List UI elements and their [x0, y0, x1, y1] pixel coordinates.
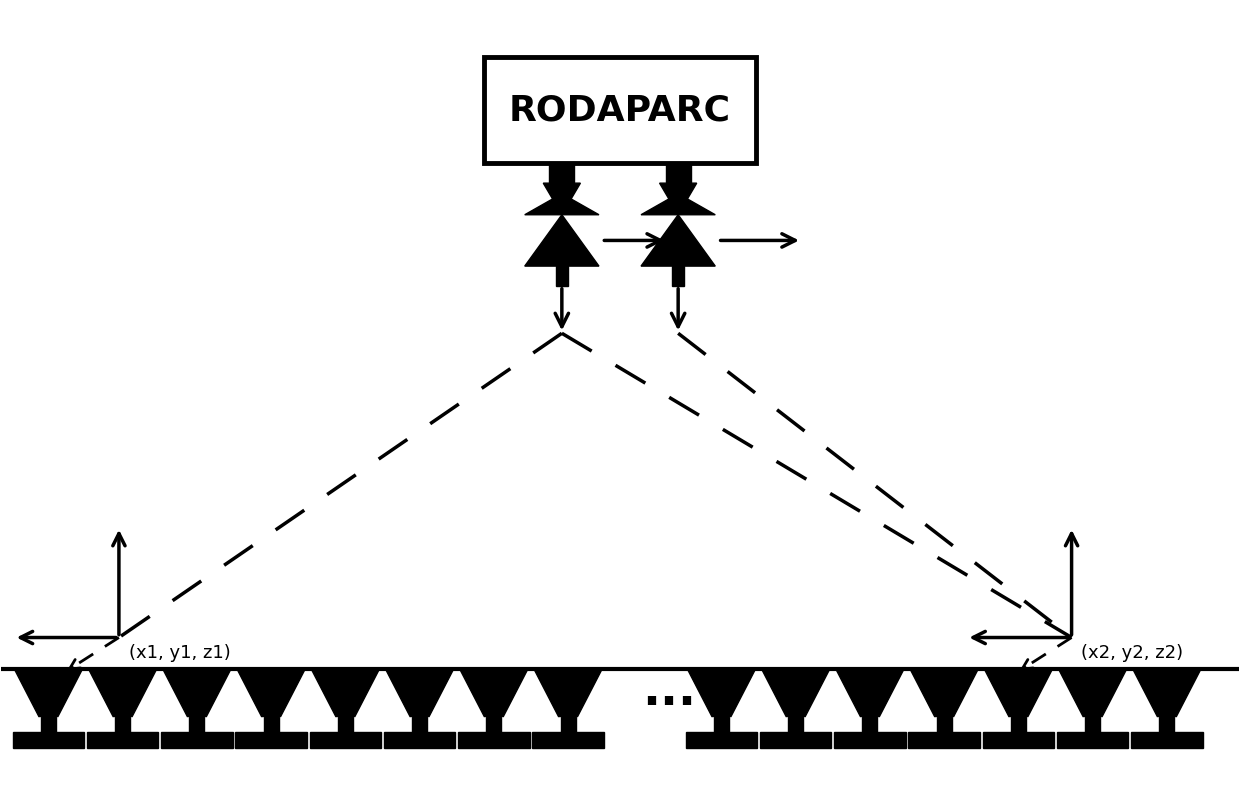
Polygon shape [761, 669, 830, 717]
Polygon shape [760, 733, 831, 748]
Polygon shape [641, 215, 715, 266]
Polygon shape [525, 215, 599, 266]
Polygon shape [337, 717, 353, 733]
Polygon shape [666, 163, 691, 183]
Polygon shape [15, 669, 82, 717]
Polygon shape [12, 733, 84, 748]
Text: (x1, y1, z1): (x1, y1, z1) [129, 644, 231, 662]
Polygon shape [714, 717, 729, 733]
Polygon shape [1011, 717, 1025, 733]
Polygon shape [789, 717, 804, 733]
Polygon shape [162, 669, 231, 717]
Polygon shape [310, 733, 381, 748]
Polygon shape [534, 669, 603, 717]
Polygon shape [936, 717, 951, 733]
Polygon shape [88, 669, 156, 717]
Polygon shape [311, 669, 379, 717]
Text: RODAPARC: RODAPARC [508, 93, 732, 127]
Polygon shape [910, 669, 978, 717]
Polygon shape [237, 669, 305, 717]
Polygon shape [909, 733, 980, 748]
Polygon shape [1131, 733, 1203, 748]
Polygon shape [190, 717, 205, 733]
Polygon shape [560, 717, 575, 733]
Polygon shape [686, 733, 758, 748]
Polygon shape [532, 733, 604, 748]
Polygon shape [386, 669, 454, 717]
Polygon shape [1085, 717, 1100, 733]
Polygon shape [985, 669, 1053, 717]
Polygon shape [863, 717, 878, 733]
Polygon shape [672, 266, 684, 285]
Polygon shape [525, 199, 599, 215]
Polygon shape [543, 183, 580, 199]
Bar [484, 57, 756, 163]
Polygon shape [412, 717, 427, 733]
Polygon shape [982, 733, 1054, 748]
Polygon shape [1059, 669, 1127, 717]
Polygon shape [549, 163, 574, 183]
Polygon shape [264, 717, 279, 733]
Polygon shape [87, 733, 159, 748]
Polygon shape [115, 717, 130, 733]
Polygon shape [1056, 733, 1128, 748]
Polygon shape [41, 717, 56, 733]
Text: (x2, y2, z2): (x2, y2, z2) [1081, 644, 1184, 662]
Polygon shape [836, 669, 904, 717]
Polygon shape [556, 266, 568, 285]
Polygon shape [486, 717, 501, 733]
Polygon shape [687, 669, 755, 717]
Polygon shape [458, 733, 529, 748]
Polygon shape [1159, 717, 1174, 733]
Polygon shape [660, 183, 697, 199]
Polygon shape [641, 199, 715, 215]
Polygon shape [1133, 669, 1200, 717]
Polygon shape [384, 733, 455, 748]
Polygon shape [236, 733, 306, 748]
Polygon shape [460, 669, 528, 717]
Polygon shape [835, 733, 905, 748]
Text: ...: ... [642, 670, 697, 715]
Polygon shape [161, 733, 233, 748]
